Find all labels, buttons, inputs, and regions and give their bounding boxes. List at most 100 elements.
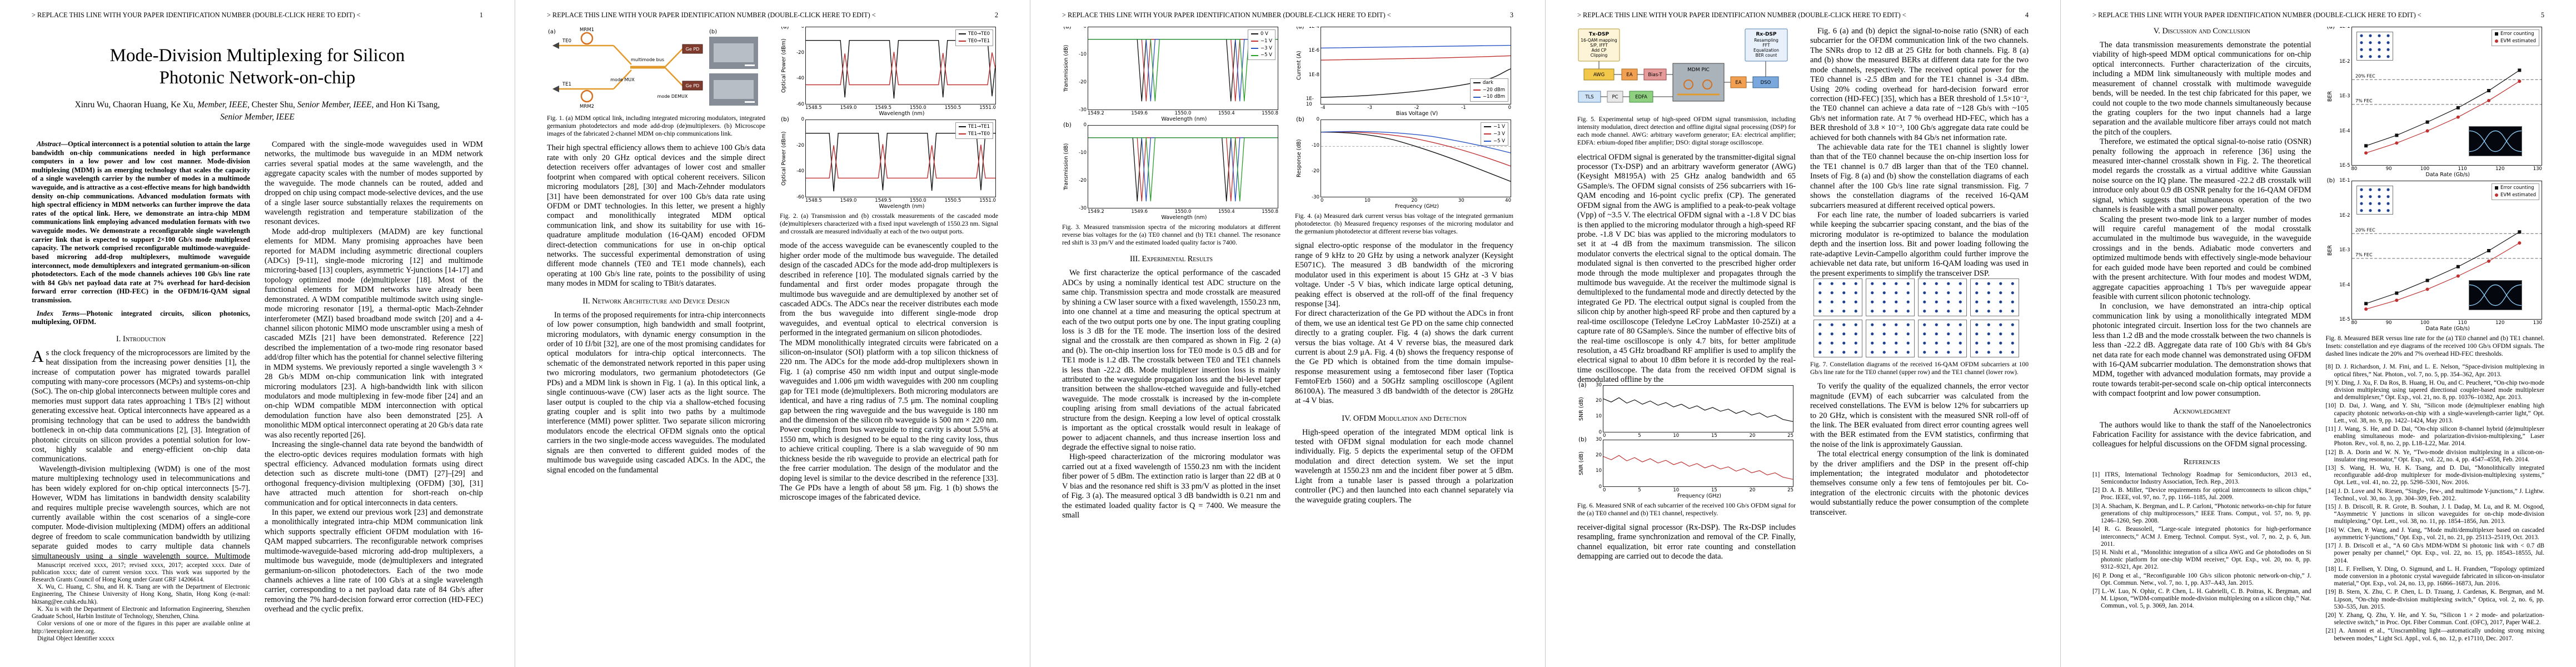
microring-modulator-icon — [580, 89, 594, 103]
tick-label: -10 — [1079, 150, 1087, 156]
body-text: In terms of the proposed requirements fo… — [547, 311, 765, 475]
y-ticks: 30 20 10 0 — [1588, 437, 1602, 490]
fig6-panel-b: (b) SNR (dB) 30 20 10 0 0 5 10 15 20 25 Frequenc… — [1577, 436, 1796, 499]
drop-cap: A — [32, 347, 44, 366]
fig3b-chart — [1088, 125, 1278, 208]
crosstalk-curve — [806, 144, 995, 179]
x-axis-label: Bias Voltage (V) — [1396, 111, 1438, 117]
reference-entry: [6] P. Dong et al., “Reconfigurable 100 … — [2092, 572, 2311, 586]
tick-label: 0 — [1083, 27, 1087, 29]
tick-label: 10 — [1364, 198, 1371, 203]
svg-text:AWG: AWG — [1593, 72, 1605, 78]
fig4b-legend: −1 V −3 V −5 V — [1480, 122, 1508, 146]
running-header: > REPLACE THIS LINE WITH YOUR PAPER IDEN… — [2092, 11, 2544, 19]
tick-label: -3 — [1367, 105, 1372, 111]
svg-text:EDFA: EDFA — [1635, 94, 1647, 100]
scale-bar — [745, 64, 755, 66]
reference-entry: [11] J. Wang, S. He, and D. Dai, “On-chi… — [2325, 426, 2545, 447]
grating-coupler-icon — [552, 86, 559, 92]
running-header-text: > REPLACE THIS LINE WITH YOUR PAPER IDEN… — [1577, 11, 1906, 19]
constellation-row-te0 — [1813, 278, 2029, 316]
abstract: Abstract—Optical interconnect is a poten… — [32, 140, 250, 304]
x-ticks: 0 5 10 15 20 25 — [1603, 433, 1793, 439]
tick-label: 0 — [1083, 122, 1087, 128]
reference-entry: [14] J. D. Love and N. Riesen, “Single-,… — [2325, 487, 2545, 502]
fig1-schematic: (a) MRM1 MRM2 TE0 TE1 m — [548, 27, 758, 109]
y-ticks: 0 -10 -20 -30 — [1073, 122, 1087, 211]
tick-label: 40 — [1505, 198, 1511, 203]
constellation-diagram — [1970, 278, 2019, 316]
figure-5-caption: Fig. 5. Experimental setup of high-speed… — [1577, 116, 1796, 147]
tick-label: 15 — [1711, 432, 1717, 439]
tick-label: 0 — [1598, 484, 1602, 490]
tick-label: 90 — [2385, 320, 2392, 326]
panel-label: (b) — [1296, 116, 1304, 123]
microring-modulator-icon — [580, 32, 594, 45]
reference-entry: [5] H. Nishi et al., “Monolithic integra… — [2092, 549, 2311, 571]
svg-text:TE1: TE1 — [562, 82, 571, 87]
eye-diagram-inset — [2468, 126, 2522, 156]
page3-columns: (a) Transmission (dB) 0 -10 -20 -30 — [1062, 27, 1513, 643]
tick-label: 100 — [2420, 166, 2430, 172]
body-text: The data transmission measurements demon… — [2092, 41, 2311, 399]
fig6a-chart — [1603, 385, 1793, 432]
panel-label: (b) — [1578, 436, 1587, 443]
scale-bar — [745, 101, 755, 103]
section-heading-introduction: I. Introduction — [116, 334, 166, 344]
tick-label: 120 — [2495, 320, 2505, 326]
svg-text:7% FEC: 7% FEC — [2355, 252, 2373, 257]
tick-label: 1550.5 — [944, 105, 961, 111]
constellation-diagram — [1918, 278, 1967, 316]
body-paragraph: The achievable data rate for the TE1 cha… — [1810, 143, 2029, 210]
page3-right-column: (a) Current (A) 1E-4 1E-6 1E-8 1E-10 — [1295, 27, 1513, 643]
fig6-panel-a: (a) SNR (dB) 30 20 10 0 0 5 10 15 20 25 — [1577, 382, 1796, 439]
fig8-panel-b: (b) BER 1E-1 1E-2 1E-3 1E-4 1E-5 20% FEC 7% … — [2326, 177, 2545, 332]
tick-label: -60 — [796, 194, 804, 200]
panel-label: (a) — [781, 27, 789, 30]
svg-text:7% FEC: 7% FEC — [2355, 98, 2373, 103]
x-axis-label: Data Rate (Gb/s) — [2425, 326, 2470, 332]
page-4: > REPLACE THIS LINE WITH YOUR PAPER IDEN… — [1546, 0, 2061, 667]
tick-label: 0 — [1603, 432, 1606, 439]
tick-label: 1E-10 — [1306, 96, 1314, 107]
footnote-paragraph: Digital Object Identifier xxxxx — [37, 635, 114, 642]
tick-label: 10 — [1673, 432, 1680, 439]
running-header-text: > REPLACE THIS LINE WITH YOUR PAPER IDEN… — [2092, 11, 2421, 19]
tick-label: 20 — [1596, 452, 1602, 459]
section-heading-references: References — [2183, 457, 2220, 466]
authors: Xinru Wu, Chaoran Huang, Ke Xu, Member, … — [74, 100, 440, 122]
panel-label: (b) — [1063, 122, 1072, 128]
body-paragraph: We first characterize the optical perfor… — [1062, 268, 1280, 452]
author-names: Xinru Wu, Chaoran Huang, Ke Xu, — [74, 100, 198, 109]
tick-label: 0 — [1598, 429, 1602, 435]
fig8b-legend: Error counting EVM estimated — [2491, 183, 2539, 200]
y-ticks: 0 -10 -20 -30 — [1073, 27, 1087, 113]
tick-label: 1551.0 — [979, 198, 996, 203]
abstract-label: Abstract— — [37, 140, 68, 148]
tick-label: -30 — [1312, 194, 1319, 200]
fig2b-legend: TE1→TE1 TE1→TE0 — [955, 122, 993, 139]
svg-text:Ge PD: Ge PD — [686, 47, 700, 52]
running-header: > REPLACE THIS LINE WITH YOUR PAPER IDEN… — [32, 11, 483, 19]
fig2-panel-a: (a) Optical Power (dBm) 0 -20 -40 -60 TE0→T… — [780, 27, 998, 117]
svg-text:mode DEMUX: mode DEMUX — [657, 94, 688, 99]
page5-right-column: (a) BER 1E-1 1E-2 1E-3 1E-4 1E-5 20% FEC 7% … — [2325, 27, 2545, 643]
constellation-diagram — [1866, 278, 1915, 316]
fig3-panel-b: (b) Transmission (dB) 0 -10 -20 -30 — [1062, 122, 1280, 221]
body-paragraph: Scaling the present two-mode link to a l… — [2092, 215, 2311, 301]
section-heading-acknowledgment: Acknowledgment — [2173, 406, 2231, 416]
page4-left-column: Tx-DSP 16-QAM mapping S/P, IFFT Add CP C… — [1577, 27, 1796, 643]
reference-entry: [12] B. A. Dorin and W. N. Ye, “Two-mode… — [2325, 449, 2545, 463]
page5-left-column: V. Discussion and Conclusion The data tr… — [2092, 27, 2311, 643]
y-axis-label: BER — [2326, 245, 2333, 256]
y-ticks: 0 -20 -40 -60 — [791, 117, 804, 200]
body-paragraph: High-speed characterization of the micro… — [1062, 452, 1280, 520]
tick-label: 1549.2 — [1088, 209, 1104, 215]
body-text: receiver-digital signal processor (Rx-DS… — [1577, 523, 1796, 562]
body-paragraph: mode of the access waveguide can be evan… — [780, 241, 998, 338]
tick-label: 10 — [1673, 487, 1680, 493]
section-heading-ofdm: IV. OFDM Modulation and Detection — [1342, 414, 1467, 423]
body-paragraph: For direct characterization of the Ge PD… — [1295, 309, 1513, 406]
tick-label: 1E-1 — [2339, 178, 2350, 183]
svg-text:16-QAM mapping: 16-QAM mapping — [1581, 38, 1617, 43]
